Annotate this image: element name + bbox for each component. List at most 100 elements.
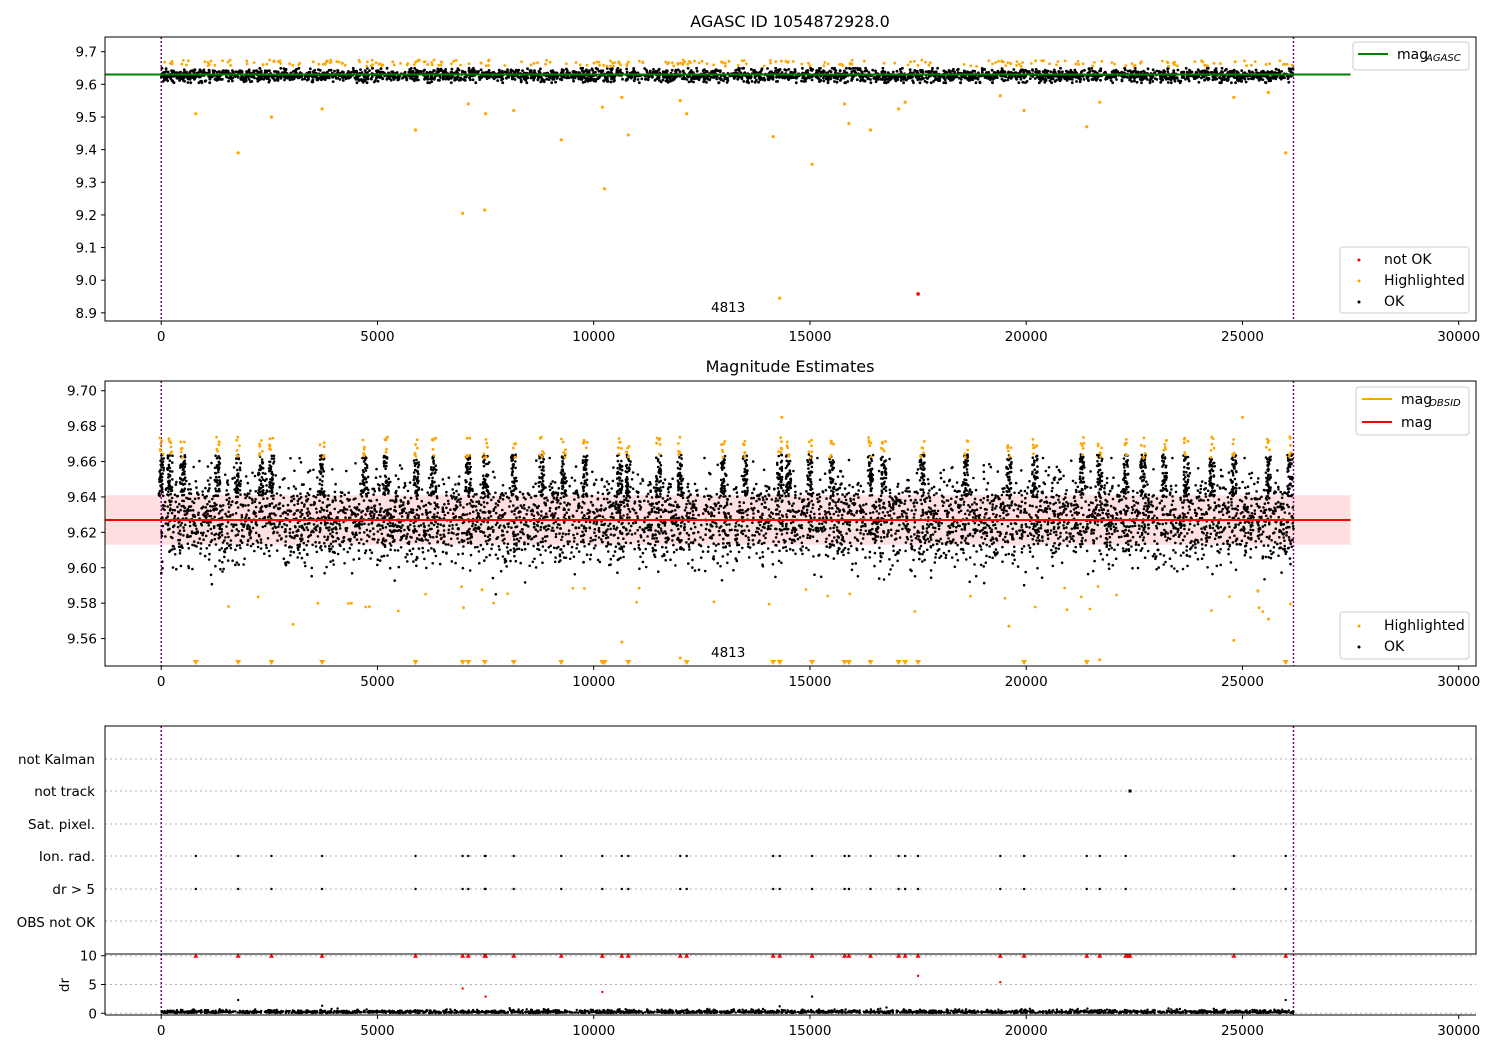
- highlighted-point: [1002, 60, 1005, 64]
- ok-point: [1136, 566, 1140, 570]
- ok-point: [1039, 79, 1043, 83]
- highlighted-point: [366, 60, 369, 64]
- ok-point: [749, 75, 753, 79]
- ok-point: [877, 469, 881, 473]
- ok-point: [1080, 496, 1083, 499]
- ok-point: [828, 507, 831, 510]
- ok-point: [801, 66, 804, 70]
- ok-point: [717, 81, 721, 85]
- ok-point: [454, 77, 458, 80]
- highlighted-point: [221, 59, 224, 63]
- ok-point: [1233, 76, 1237, 79]
- ok-point: [197, 75, 201, 79]
- ok-point: [739, 75, 743, 79]
- ok-point: [463, 75, 467, 79]
- ok-point: [899, 79, 903, 82]
- ok-point: [419, 70, 423, 73]
- highlighted-point: [602, 187, 607, 191]
- ok-point: [331, 545, 335, 548]
- ok-point: [1126, 75, 1129, 79]
- ok-point: [280, 537, 283, 540]
- ok-point: [1197, 80, 1201, 84]
- ok-point: [479, 76, 483, 80]
- highlighted-point: [203, 60, 207, 63]
- highlighted-point: [1204, 64, 1208, 67]
- ok-point: [763, 501, 767, 504]
- ok-point: [1195, 71, 1199, 74]
- ok-point: [771, 77, 775, 81]
- ok-point: [449, 70, 453, 74]
- ok-point: [527, 506, 531, 509]
- ok-point: [633, 75, 637, 79]
- ok-point: [1034, 68, 1038, 71]
- ok-point: [657, 511, 660, 514]
- ok-point: [1263, 578, 1266, 581]
- ok-point: [912, 516, 916, 519]
- ok-point: [958, 76, 961, 80]
- ok-point: [1172, 69, 1176, 73]
- ok-point: [560, 78, 564, 82]
- figure-title: AGASC ID 1054872928.0: [690, 12, 890, 31]
- highlighted-point: [454, 59, 458, 62]
- ok-point: [288, 78, 292, 82]
- ok-point: [1024, 81, 1027, 84]
- ok-point: [1134, 543, 1138, 546]
- ok-point: [570, 545, 574, 549]
- ok-point: [783, 68, 787, 71]
- ok-point: [821, 530, 824, 533]
- ok-point: [1220, 66, 1224, 70]
- ok-point: [1006, 525, 1010, 528]
- x-tick-label: 10000: [572, 674, 615, 690]
- highlighted-point: [461, 211, 465, 215]
- ok-point: [1279, 490, 1282, 494]
- highlighted-point: [1245, 64, 1248, 68]
- highlighted-point: [1098, 100, 1102, 104]
- ok-point: [1157, 70, 1161, 73]
- ok-point: [841, 522, 845, 526]
- ok-point: [869, 78, 872, 81]
- y-tick-label: 9.4: [76, 143, 97, 159]
- ok-point: [655, 77, 658, 81]
- ok-point: [753, 80, 757, 84]
- ok-point: [213, 515, 216, 519]
- ok-point: [845, 532, 848, 535]
- ok-point: [549, 69, 553, 73]
- ok-point: [336, 69, 340, 73]
- ok-point: [933, 530, 937, 533]
- ok-point: [581, 75, 585, 79]
- ok-point: [581, 66, 585, 70]
- ok-point: [706, 550, 710, 553]
- ok-point: [1046, 533, 1050, 537]
- ok-point: [923, 558, 926, 562]
- ok-point: [802, 534, 805, 538]
- highlighted-point: [252, 61, 256, 64]
- highlighted-point: [1076, 60, 1080, 63]
- ok-point: [359, 482, 362, 486]
- highlighted-point: [893, 61, 897, 65]
- ok-point: [333, 69, 336, 73]
- ok-point: [261, 525, 265, 529]
- highlighted-point: [994, 61, 997, 64]
- ok-point: [346, 550, 350, 554]
- ok-point: [592, 546, 596, 550]
- ok-point: [692, 77, 696, 80]
- ok-point: [987, 75, 991, 79]
- ok-point: [583, 80, 587, 84]
- ok-point: [223, 473, 227, 477]
- ok-point: [805, 77, 808, 80]
- ok-point: [1200, 76, 1203, 80]
- ok-point: [1166, 81, 1170, 84]
- ok-point: [864, 66, 867, 70]
- ok-point: [501, 81, 505, 85]
- ok-point: [314, 496, 318, 499]
- ok-point: [1189, 70, 1192, 74]
- ok-point: [517, 539, 521, 543]
- ok-point: [494, 491, 497, 495]
- ok-point: [980, 68, 984, 72]
- ok-point: [925, 530, 929, 533]
- ok-point: [913, 533, 916, 536]
- ok-point: [627, 522, 631, 525]
- ok-point: [692, 80, 695, 84]
- ok-point: [472, 70, 476, 74]
- ok-point: [413, 66, 417, 70]
